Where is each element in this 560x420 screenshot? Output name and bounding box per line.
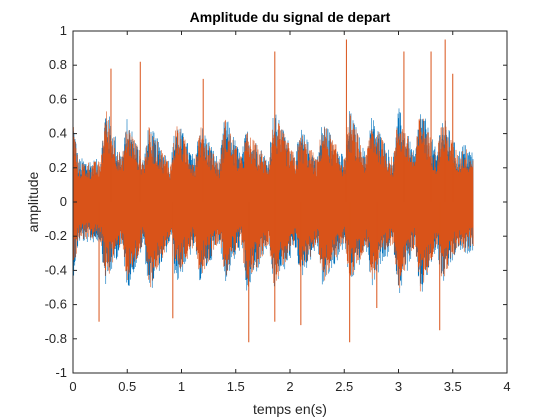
x-tick-label: 2 [286,379,293,394]
y-tick-label: -0.2 [45,228,67,243]
series-layer [73,39,474,343]
x-tick-label: 4 [503,379,510,394]
chart-title: Amplitude du signal de depart [190,9,391,25]
y-tick-label: 0.4 [49,126,67,141]
y-tick-label: -0.8 [45,331,67,346]
y-tick-label: -0.4 [45,262,67,277]
series-2-line [73,111,474,292]
x-axis-title: temps en(s) [253,401,327,417]
y-axis-title: amplitude [25,171,41,232]
y-tick-label: -1 [55,365,67,380]
y-tick-label: -0.6 [45,297,67,312]
y-tick-label: 0.2 [49,160,67,175]
x-tick-label: 0 [69,379,76,394]
y-tick-label: 0.8 [49,57,67,72]
x-tick-label: 3.5 [444,379,462,394]
x-tick-label: 1 [178,379,185,394]
x-tick-label: 3 [395,379,402,394]
y-tick-label: 0 [60,194,67,209]
x-tick-label: 0.5 [118,379,136,394]
tick-labels: 0 0.5 1 1.5 2 2.5 3 3.5 4 -1 -0.8 -0.6 -0.4 -0.2 0 0.2 0… [45,23,511,394]
y-tick-label: 0.6 [49,91,67,106]
y-tick-label: 1 [60,23,67,38]
x-tick-label: 1.5 [227,379,245,394]
tick-marks [72,30,508,374]
x-tick-label: 2.5 [335,379,353,394]
